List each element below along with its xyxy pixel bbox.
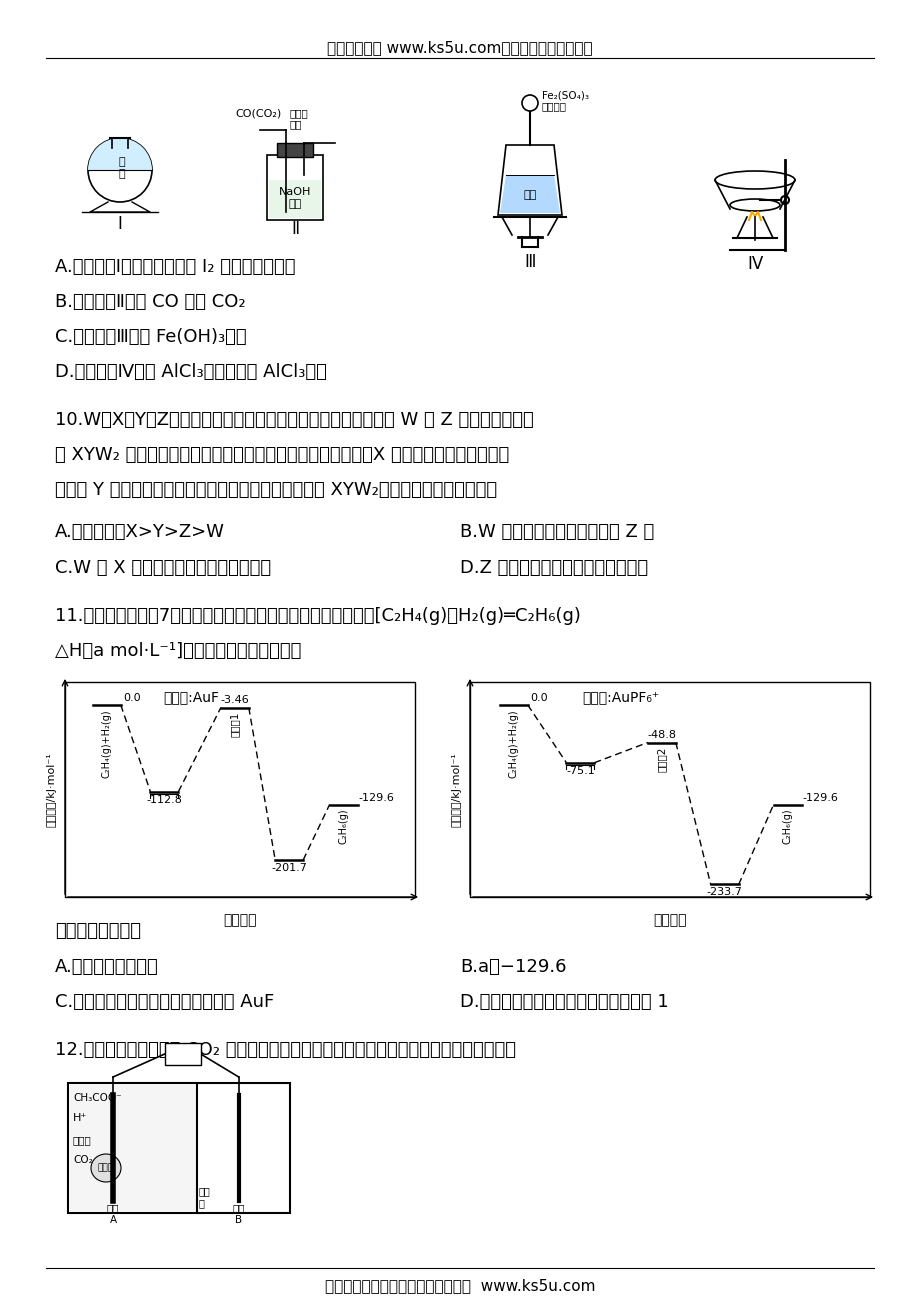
- Text: 催化剂:AuPF₆⁺: 催化剂:AuPF₆⁺: [582, 690, 658, 704]
- Text: 催化剂:AuF: 催化剂:AuF: [163, 690, 219, 704]
- Text: B.利用装置Ⅱ除去 CO 中的 CO₂: B.利用装置Ⅱ除去 CO 中的 CO₂: [55, 293, 245, 311]
- Text: Ⅲ: Ⅲ: [524, 253, 535, 271]
- Text: 微生物: 微生物: [73, 1135, 92, 1144]
- Text: 微生物: 微生物: [97, 1164, 114, 1173]
- Bar: [267, 155, 323, 220]
- Text: 接干燥
装置: 接干燥 装置: [289, 108, 309, 130]
- Bar: [68, 1083, 289, 1213]
- Text: 0.0: 0.0: [122, 693, 141, 703]
- Text: 冷
水: 冷 水: [119, 158, 125, 178]
- Text: 交换
膜: 交换 膜: [199, 1186, 210, 1208]
- Bar: [268, 180, 321, 217]
- Text: -3.46: -3.46: [221, 695, 249, 704]
- Text: 10.W、X、Y、Z均为短周期主族元素且原子序数依次增大，元素 W 和 Z 位于同一族。向: 10.W、X、Y、Z均为短周期主族元素且原子序数依次增大，元素 W 和 Z 位于…: [55, 411, 533, 428]
- Text: -112.8: -112.8: [146, 794, 182, 805]
- Text: 反应历程: 反应历程: [652, 913, 686, 927]
- Text: C.利用装置Ⅲ制备 Fe(OH)₃胶体: C.利用装置Ⅲ制备 Fe(OH)₃胶体: [55, 328, 246, 346]
- Text: -233.7: -233.7: [706, 888, 742, 897]
- Text: △H＝a mol·L⁻¹]的反应历程如下图所示：: △H＝a mol·L⁻¹]的反应历程如下图所示：: [55, 642, 301, 660]
- Bar: [165, 1043, 200, 1065]
- Bar: [470, 682, 869, 897]
- Text: C₂H₄(g)+H₂(g): C₂H₄(g)+H₂(g): [508, 710, 518, 777]
- Text: A.该反应为吸热反应: A.该反应为吸热反应: [55, 958, 159, 976]
- Text: -129.6: -129.6: [801, 793, 837, 802]
- Bar: [69, 1085, 196, 1212]
- Ellipse shape: [714, 171, 794, 189]
- Text: 合物与 Y 的最高价氧化物对应水化合物反应，可得到含 XYW₂溶液。下列说法正确的是: 合物与 Y 的最高价氧化物对应水化合物反应，可得到含 XYW₂溶液。下列说法正确…: [55, 480, 496, 499]
- Text: D.Z 的氧化物对应的水化物均为强酸: D.Z 的氧化物对应的水化物均为强酸: [460, 559, 647, 577]
- Text: 11.上海交通大学付7毅翅等研究了不同含金化合物催化乙烯加氢[C₂H₄(g)＋H₂(g)═C₂H₆(g): 11.上海交通大学付7毅翅等研究了不同含金化合物催化乙烯加氢[C₂H₄(g)＋H…: [55, 607, 580, 625]
- Text: Ⅰ: Ⅰ: [118, 215, 122, 233]
- Text: Fe₂(SO₄)₃
饱和溶液: Fe₂(SO₄)₃ 饱和溶液: [541, 90, 588, 112]
- Text: A.加热装置Ⅰ中的烧杆，分离 I₂ 和高锤酸锄固体: A.加热装置Ⅰ中的烧杆，分离 I₂ 和高锤酸锄固体: [55, 258, 295, 276]
- Text: -48.8: -48.8: [647, 729, 675, 740]
- Text: 欢迎广大教师踊跃来稿，稿酬丰厚。  www.ks5u.com: 欢迎广大教师踊跃来稿，稿酬丰厚。 www.ks5u.com: [324, 1279, 595, 1293]
- Text: 0.0: 0.0: [529, 693, 547, 703]
- Text: 电极
A: 电极 A: [107, 1203, 119, 1225]
- Text: 过渡态2: 过渡态2: [656, 746, 666, 772]
- Text: NaOH
溶液: NaOH 溶液: [278, 187, 311, 208]
- Bar: [65, 682, 414, 897]
- Text: B.a＝−129.6: B.a＝−129.6: [460, 958, 566, 976]
- Text: A.原子半径：X>Y>Z>W: A.原子半径：X>Y>Z>W: [55, 523, 224, 542]
- Text: H⁺: H⁺: [73, 1113, 87, 1124]
- Text: C₂H₆(g): C₂H₆(g): [782, 809, 792, 844]
- Text: Ⅳ: Ⅳ: [746, 255, 762, 273]
- Text: 盐 XYW₂ 水溶液中滴入稀盐酸至过量，溶液先变浑浊后澄清，X 的最高价氧化物对应水化: 盐 XYW₂ 水溶液中滴入稀盐酸至过量，溶液先变浑浊后澄清，X 的最高价氧化物对…: [55, 447, 509, 464]
- Text: 反应历程: 反应历程: [223, 913, 256, 927]
- Text: 下列说法正确的是: 下列说法正确的是: [55, 922, 141, 940]
- Text: CH₃COO⁻: CH₃COO⁻: [73, 1092, 121, 1103]
- Text: 电源: 电源: [176, 1048, 189, 1059]
- Circle shape: [521, 95, 538, 111]
- Text: D.利用装置Ⅳ蒂干 AlCl₃溶液制无水 AlCl₃固体: D.利用装置Ⅳ蒂干 AlCl₃溶液制无水 AlCl₃固体: [55, 363, 326, 381]
- Text: CO(CO₂): CO(CO₂): [234, 108, 281, 118]
- Text: 相对能量/kJ·mol⁻¹: 相对能量/kJ·mol⁻¹: [451, 753, 461, 827]
- Polygon shape: [499, 174, 560, 214]
- Text: -201.7: -201.7: [271, 863, 307, 872]
- Wedge shape: [88, 138, 152, 171]
- Text: C₂H₆(g): C₂H₆(g): [338, 809, 348, 844]
- Text: 相对能量/kJ·mol⁻¹: 相对能量/kJ·mol⁻¹: [47, 753, 57, 827]
- Polygon shape: [497, 145, 562, 215]
- Text: Ⅱ: Ⅱ: [290, 220, 299, 238]
- Text: 12.生物电化学系统还原 CO₂ 是另一种产生甲烷的方法，装置如图所示，下列说法正确的是: 12.生物电化学系统还原 CO₂ 是另一种产生甲烷的方法，装置如图所示，下列说法…: [55, 1042, 516, 1059]
- Text: C₂H₄(g)+H₂(g): C₂H₄(g)+H₂(g): [102, 710, 112, 777]
- Text: C.W 和 X 组成的化合物均为碱性氧化物: C.W 和 X 组成的化合物均为碱性氧化物: [55, 559, 271, 577]
- Text: C.催化乙烯加氢效果较好的催化剂是 AuF: C.催化乙烯加氢效果较好的催化剂是 AuF: [55, 993, 274, 1010]
- Text: 过渡态1: 过渡态1: [230, 712, 240, 737]
- Bar: [277, 143, 312, 158]
- Ellipse shape: [729, 199, 779, 211]
- Text: 沸水: 沸水: [523, 190, 536, 201]
- Text: -129.6: -129.6: [358, 793, 394, 802]
- Text: 高考资源网（ www.ks5u.com），您身边的高考专家: 高考资源网（ www.ks5u.com），您身边的高考专家: [327, 40, 592, 55]
- Text: -75.1: -75.1: [565, 766, 594, 776]
- Circle shape: [88, 138, 152, 202]
- Text: 电极
B: 电极 B: [233, 1203, 244, 1225]
- Ellipse shape: [91, 1154, 121, 1182]
- Text: CO₂: CO₂: [73, 1155, 93, 1165]
- Text: B.W 的氢化物水溶液酸性强于 Z 的: B.W 的氢化物水溶液酸性强于 Z 的: [460, 523, 653, 542]
- Text: D.两种过渡态物质中较稳定的是过渡态 1: D.两种过渡态物质中较稳定的是过渡态 1: [460, 993, 668, 1010]
